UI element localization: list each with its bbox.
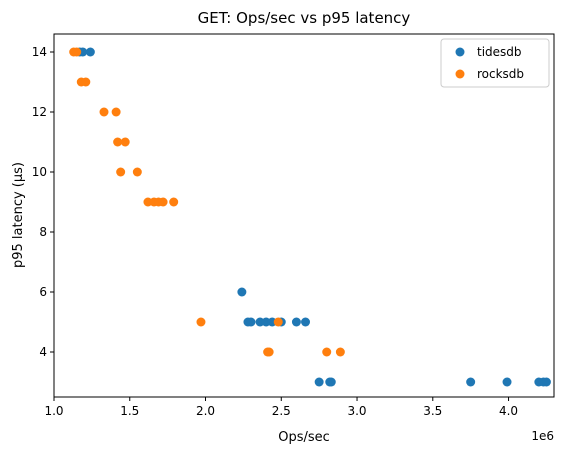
rocksdb-point (132, 167, 142, 177)
x-tick-label: 2.0 (196, 404, 215, 418)
rocksdb-point (111, 107, 121, 117)
x-tick-label: 4.0 (499, 404, 518, 418)
legend-marker-tidesdb (455, 47, 465, 57)
rocksdb-point (81, 77, 91, 87)
x-tick-label: 1.5 (120, 404, 139, 418)
y-tick-label: 14 (32, 45, 47, 59)
legend-marker-rocksdb (455, 69, 465, 79)
x-axis: 1.0 1.5 2.0 2.5 3.0 3.5 4.0 (44, 397, 518, 418)
y-axis-label: p95 latency (μs) (11, 162, 26, 268)
rocksdb-point (72, 47, 82, 57)
x-tick-label: 2.5 (272, 404, 291, 418)
rocksdb-point (273, 317, 283, 327)
tidesdb-point (301, 317, 311, 327)
y-tick-label: 12 (32, 105, 47, 119)
tidesdb-point (85, 47, 95, 57)
rocksdb-point (113, 137, 123, 147)
y-tick-label: 4 (39, 345, 47, 359)
legend-box (440, 38, 550, 88)
x-tick-label: 1.0 (44, 404, 63, 418)
rocksdb-point (196, 317, 206, 327)
x-tick-label: 3.0 (347, 404, 366, 418)
chart-title: GET: Ops/sec vs p95 latency (198, 9, 411, 27)
tidesdb-point (541, 377, 551, 387)
tidesdb-point (291, 317, 301, 327)
legend: tidesdb rocksdb (440, 38, 550, 88)
rocksdb-point (322, 347, 332, 357)
y-axis: 4 6 8 10 12 14 (32, 45, 54, 359)
tidesdb-point (246, 317, 256, 327)
data-points (69, 47, 551, 387)
tidesdb-point (502, 377, 512, 387)
tidesdb-point (326, 377, 336, 387)
rocksdb-point (158, 197, 168, 207)
rocksdb-point (169, 197, 179, 207)
rocksdb-point (116, 167, 126, 177)
rocksdb-point (264, 347, 274, 357)
y-tick-label: 10 (32, 165, 47, 179)
x-tick-label: 3.5 (423, 404, 442, 418)
tidesdb-point (237, 287, 247, 297)
legend-label-rocksdb: rocksdb (477, 67, 524, 81)
legend-label-tidesdb: tidesdb (477, 45, 522, 59)
tidesdb-point (466, 377, 476, 387)
x-axis-label: Ops/sec (278, 430, 330, 445)
rocksdb-point (335, 347, 345, 357)
y-tick-label: 8 (39, 225, 47, 239)
y-tick-label: 6 (39, 285, 47, 299)
rocksdb-point (120, 137, 130, 147)
x-scale-label: 1e6 (531, 429, 554, 443)
rocksdb-point (99, 107, 109, 117)
plot-area (53, 33, 555, 398)
tidesdb-point (314, 377, 324, 387)
